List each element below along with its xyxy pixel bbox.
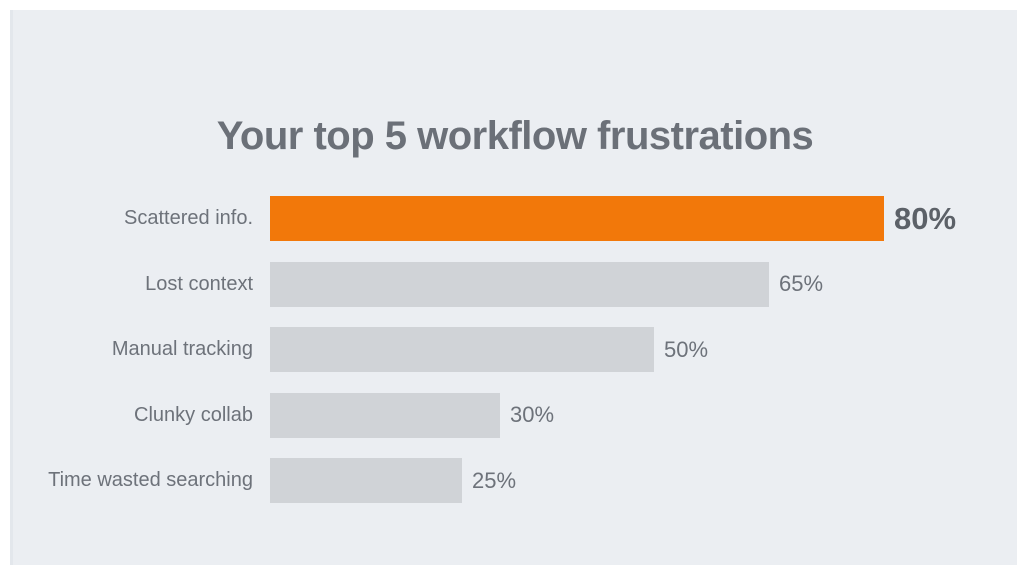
bar [270,392,500,438]
bar-value: 65% [779,271,824,296]
bar [270,196,884,241]
bar-label: Scattered info. [124,207,253,229]
bar-label: Lost context [145,272,253,295]
bar-row: Time wasted searching 25% [13,458,1017,503]
bar-row: Clunky collab 30% [13,392,1017,438]
chart-title: Your top 5 workflow frustrations [216,113,814,158]
bar-value: 30% [510,402,555,427]
bar [270,458,462,503]
bar-row: Lost context 65% [13,261,1017,307]
bar-label: Time wasted searching [48,469,253,491]
bar-value: 25% [472,467,517,493]
bar [270,261,769,307]
bar-row: Manual tracking 50% [13,327,1017,372]
bar-chart: Scattered info. 80% Lost context 65% Man… [13,196,1017,524]
bar-value: 80% [894,200,957,236]
slide-panel: Your top 5 workflow frustrations Scatter… [10,10,1017,565]
bar-label: Clunky collab [134,403,253,426]
bar-label: Manual tracking [111,338,253,360]
bar-row: Scattered info. 80% [13,196,1017,241]
bar-value: 50% [664,336,709,362]
bar [270,327,654,372]
